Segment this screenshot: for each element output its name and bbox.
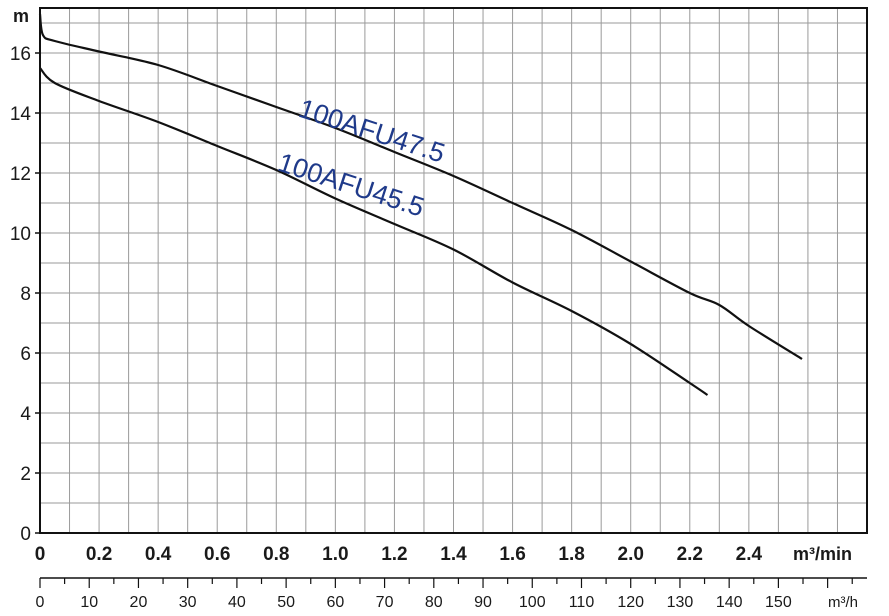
x-tick-label: 2.0 bbox=[618, 544, 644, 565]
x-tick-label: 1.6 bbox=[499, 544, 525, 565]
secondary-x-tick-label: 110 bbox=[569, 594, 595, 611]
secondary-x-tick-label: 10 bbox=[80, 594, 98, 611]
x-axis-unit: m³/min bbox=[793, 544, 852, 564]
x-tick-label: 0.8 bbox=[263, 544, 289, 565]
secondary-x-tick-label: 70 bbox=[376, 594, 394, 611]
x-tick-label: 2.2 bbox=[677, 544, 703, 565]
secondary-x-tick-label: 20 bbox=[130, 594, 148, 611]
axis-layer: 0 2 4 6 8 10 12 14 16 0 0.2 0.4 0.6 0.8 1.0 1.2 1.4 1.6 1.… bbox=[10, 44, 867, 611]
secondary-x-tick-label: 50 bbox=[277, 594, 295, 611]
y-axis-unit: m bbox=[13, 6, 29, 26]
x-tick-label: 1.8 bbox=[558, 544, 584, 565]
secondary-x-tick-label: 60 bbox=[326, 594, 344, 611]
y-tick-label: 0 bbox=[20, 524, 31, 545]
x-tick-label: 1.4 bbox=[440, 544, 467, 565]
x-tick-label: 1.0 bbox=[322, 544, 348, 565]
secondary-x-tick-label: 90 bbox=[474, 594, 492, 611]
secondary-x-tick-label: 30 bbox=[179, 594, 197, 611]
secondary-x-tick-label: 120 bbox=[617, 594, 644, 611]
secondary-x-tick-label: 80 bbox=[425, 594, 443, 611]
secondary-x-tick-label: 140 bbox=[716, 594, 743, 611]
series-label-100afu45.5: 100AFU45.5 bbox=[274, 147, 427, 222]
plot-frame bbox=[39, 7, 868, 534]
secondary-x-tick-label: 40 bbox=[228, 594, 246, 611]
x-tick-label: 0.6 bbox=[204, 544, 230, 565]
x-tick-label: 1.2 bbox=[381, 544, 407, 565]
y-tick-label: 4 bbox=[20, 404, 31, 425]
secondary-x-tick-label: 150 bbox=[765, 594, 792, 611]
grid-layer bbox=[40, 8, 867, 533]
y-tick-label: 6 bbox=[20, 344, 31, 365]
y-tick-label: 12 bbox=[10, 164, 31, 185]
series-line-100afu47.5 bbox=[38, 13, 803, 360]
y-tick-label: 14 bbox=[10, 104, 32, 125]
series-label-100afu47.5: 100AFU47.5 bbox=[295, 93, 448, 168]
y-tick-label: 10 bbox=[10, 224, 31, 245]
y-tick-label: 2 bbox=[20, 464, 31, 485]
secondary-x-tick-label: 100 bbox=[519, 594, 546, 611]
secondary-x-axis-unit: m³/h bbox=[828, 594, 858, 611]
x-tick-label: 2.4 bbox=[736, 544, 763, 565]
y-tick-label: 16 bbox=[10, 44, 31, 65]
x-tick-label: 0.4 bbox=[145, 544, 172, 565]
series-line-100afu45.5 bbox=[39, 67, 709, 396]
x-tick-label: 0.2 bbox=[86, 544, 112, 565]
y-tick-label: 8 bbox=[20, 284, 31, 305]
secondary-x-tick-label: 0 bbox=[36, 594, 45, 611]
x-tick-label: 0 bbox=[35, 544, 46, 565]
secondary-x-tick-label: 130 bbox=[667, 594, 694, 611]
